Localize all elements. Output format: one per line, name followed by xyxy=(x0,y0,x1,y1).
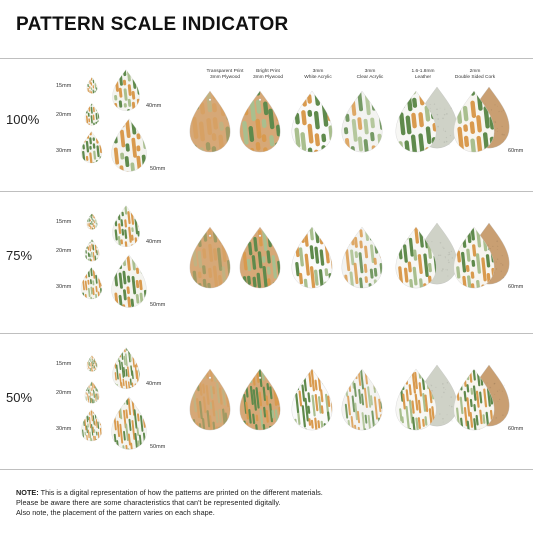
material-header: 1.6-1.8mm Leather xyxy=(393,69,453,81)
dimension-label: 60mm xyxy=(508,148,524,154)
size-label-20mm: 20mm xyxy=(56,390,72,396)
size-label-15mm: 15mm xyxy=(56,361,72,367)
drop-white-acrylic xyxy=(290,226,334,290)
sample-drop-50mm xyxy=(110,396,148,451)
material-line-2: Leather xyxy=(414,75,432,80)
material-header: 3mm White Acrylic xyxy=(288,69,348,81)
material-line-2: Clear Acrylic xyxy=(356,75,384,80)
material-header: 3mm Clear Acrylic xyxy=(340,69,400,81)
sample-drop-30mm xyxy=(80,409,103,442)
drop-clear-acrylic xyxy=(340,226,384,290)
drop-cork-front xyxy=(452,90,496,154)
size-label-15mm: 15mm xyxy=(56,219,72,225)
drop-bright-print-plywood xyxy=(238,90,282,154)
size-label-50mm: 50mm xyxy=(150,444,166,450)
sample-drop-30mm xyxy=(80,131,103,164)
note-label: NOTE: xyxy=(16,488,39,497)
sample-drop-40mm xyxy=(111,347,141,390)
material-line-1: Transparent Print xyxy=(206,69,244,74)
drop-leather-front xyxy=(394,90,438,154)
material-line-1: 1.6-1.8mm xyxy=(411,69,435,74)
size-label-40mm: 40mm xyxy=(146,239,162,245)
sample-drop-15mm xyxy=(86,213,98,230)
sample-drop-15mm xyxy=(86,77,98,94)
material-line-2: 3mm Plywood xyxy=(209,75,241,80)
section-divider xyxy=(0,333,533,334)
sample-drop-20mm xyxy=(84,239,100,262)
drop-white-acrylic xyxy=(290,90,334,154)
drop-bright-print-plywood xyxy=(238,368,282,432)
sample-drop-40mm xyxy=(111,69,141,112)
drop-clear-acrylic xyxy=(340,368,384,432)
drop-bright-print-plywood xyxy=(238,226,282,290)
note-text: NOTE: This is a digital representation o… xyxy=(16,488,323,518)
size-label-30mm: 30mm xyxy=(56,426,72,432)
section-divider xyxy=(0,58,533,59)
dimension-label: 60mm xyxy=(508,284,524,290)
drop-white-acrylic xyxy=(290,368,334,432)
size-label-50mm: 50mm xyxy=(150,166,166,172)
material-line-1: 3mm xyxy=(312,69,324,74)
material-line-1: Bright Print xyxy=(256,69,280,74)
sample-drop-20mm xyxy=(84,381,100,404)
material-header: 2mm Double Sided Cork xyxy=(445,69,505,81)
drop-cork-front xyxy=(452,226,496,290)
sample-drop-30mm xyxy=(80,267,103,300)
material-header: Transparent Print 3mm Plywood xyxy=(195,69,255,81)
dimension-label: 60mm xyxy=(508,426,524,432)
drop-transparent-print-plywood xyxy=(188,90,232,154)
drop-transparent-print-plywood xyxy=(188,368,232,432)
page-title: PATTERN SCALE INDICATOR xyxy=(16,14,289,35)
drop-leather-front xyxy=(394,368,438,432)
material-line-2: Double Sided Cork xyxy=(454,75,496,80)
drop-cork-front xyxy=(452,368,496,432)
size-label-30mm: 30mm xyxy=(56,284,72,290)
note-line-1: This is a digital representation of how … xyxy=(40,488,323,497)
section-divider xyxy=(0,191,533,192)
material-line-1: 2mm xyxy=(469,69,481,74)
note-line-3: Also note, the placement of the pattern … xyxy=(16,508,215,517)
material-header: Bright Print 3mm Plywood xyxy=(238,69,298,81)
sample-drop-15mm xyxy=(86,355,98,372)
size-label-40mm: 40mm xyxy=(146,381,162,387)
size-label-50mm: 50mm xyxy=(150,302,166,308)
scale-percent: 100% xyxy=(6,112,40,127)
material-line-2: 3mm Plywood xyxy=(252,75,284,80)
size-label-20mm: 20mm xyxy=(56,112,72,118)
sample-drop-40mm xyxy=(111,205,141,248)
sample-drop-50mm xyxy=(110,254,148,309)
drop-transparent-print-plywood xyxy=(188,226,232,290)
section-divider xyxy=(0,469,533,470)
sample-drop-50mm xyxy=(110,118,148,173)
drop-clear-acrylic xyxy=(340,90,384,154)
material-line-1: 3mm xyxy=(364,69,376,74)
size-label-20mm: 20mm xyxy=(56,248,72,254)
scale-percent: 75% xyxy=(6,248,33,263)
size-label-15mm: 15mm xyxy=(56,83,72,89)
sample-drop-20mm xyxy=(84,103,100,126)
size-label-40mm: 40mm xyxy=(146,103,162,109)
material-line-2: White Acrylic xyxy=(304,75,332,80)
note-line-2: Please be aware there are some character… xyxy=(16,498,281,507)
scale-percent: 50% xyxy=(6,390,33,405)
size-label-30mm: 30mm xyxy=(56,148,72,154)
drop-leather-front xyxy=(394,226,438,290)
